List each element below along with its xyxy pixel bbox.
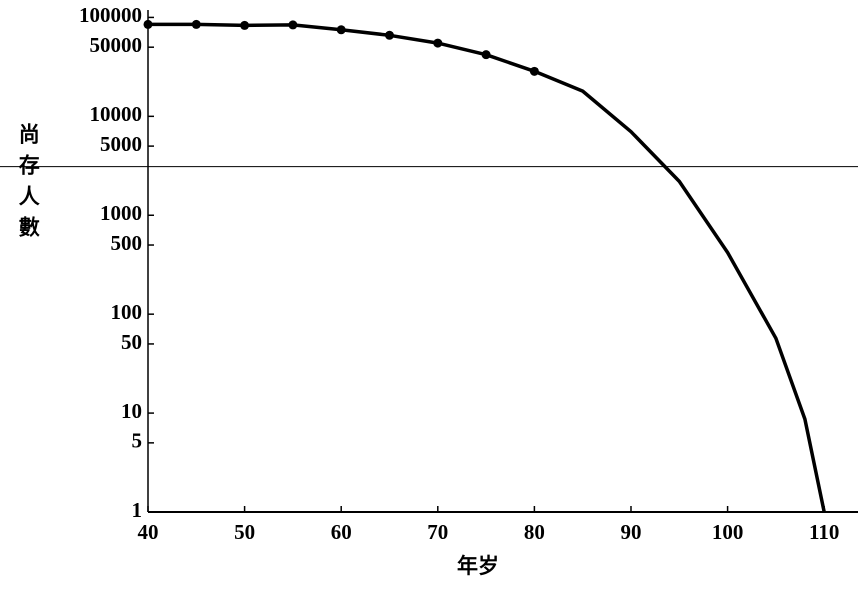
y-axis-label: 尚存人數: [16, 123, 40, 247]
y-tick-label: 10000: [90, 102, 143, 126]
y-tick-label: 500: [111, 231, 143, 255]
x-tick-label: 50: [234, 520, 255, 544]
y-tick-label: 100: [111, 300, 143, 324]
y-tick-label: 1000: [100, 201, 142, 225]
y-tick-label: 50: [121, 330, 142, 354]
survival-curve: [148, 22, 826, 513]
y-tick-label: 10: [121, 399, 142, 423]
y-tick-label: 50000: [90, 33, 143, 57]
x-tick-label: 70: [427, 520, 448, 544]
y-tick-label: 5: [132, 429, 143, 453]
y-tick-label: 1: [132, 498, 143, 522]
x-axis-label: 年岁: [457, 554, 499, 578]
x-tick-label: 80: [524, 520, 545, 544]
y-tick-label: 100000: [79, 3, 142, 27]
x-tick-label: 110: [809, 520, 839, 544]
x-tick-label: 90: [620, 520, 641, 544]
y-tick-label: 5000: [100, 132, 142, 156]
x-tick-label: 60: [331, 520, 352, 544]
x-tick-label: 40: [138, 520, 159, 544]
x-tick-label: 100: [712, 520, 744, 544]
